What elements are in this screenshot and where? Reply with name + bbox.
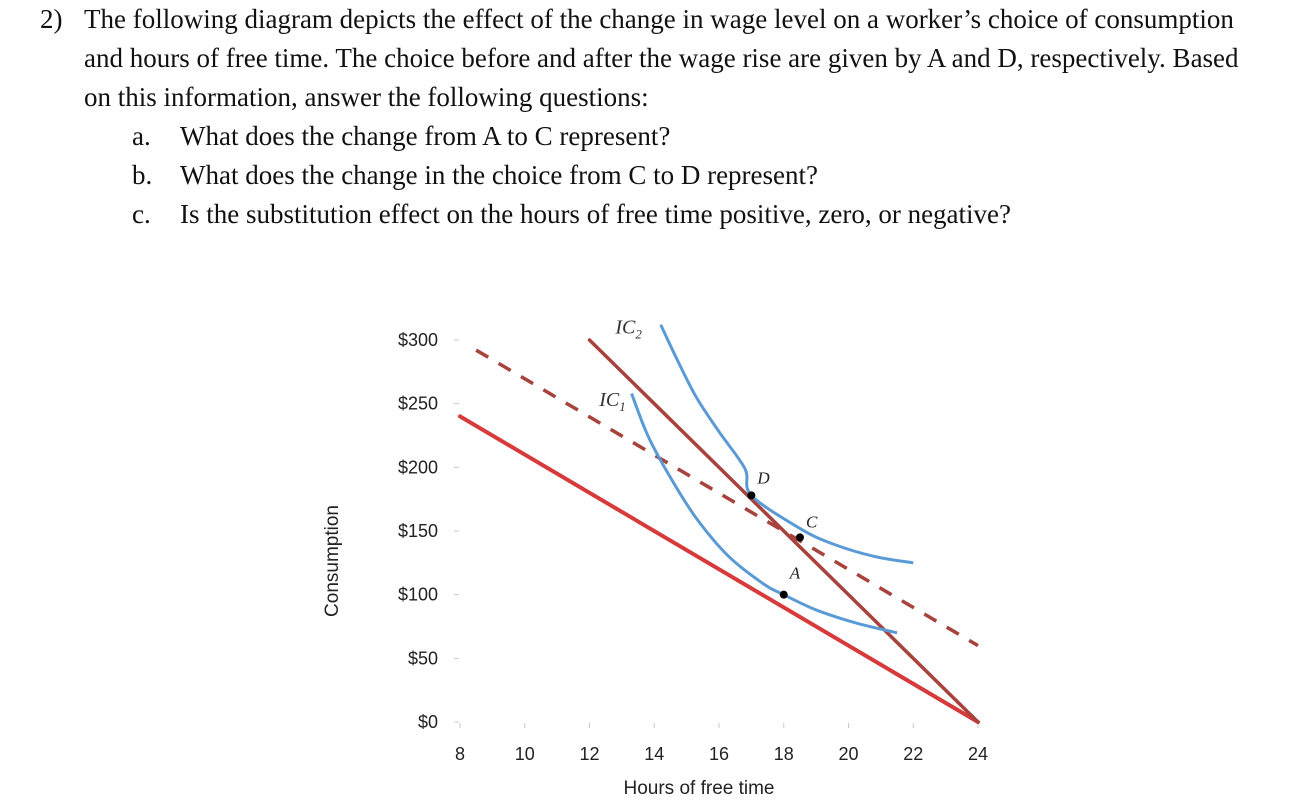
chart-points (747, 491, 804, 599)
question-part-c: c. Is the substitution effect on the hou… (132, 195, 1260, 234)
x-tick-label: 18 (774, 744, 794, 764)
x-axis-title: Hours of free time (624, 778, 775, 799)
question-intro-row: 2) The following diagram depicts the eff… (40, 0, 1260, 117)
y-tick-label: $0 (418, 712, 438, 732)
question-parts: a. What does the change from A to C repr… (132, 117, 1260, 234)
ic2-subscript: 2 (635, 327, 642, 342)
budget-new-line (587, 338, 980, 724)
point-d (747, 491, 756, 500)
y-tick-label: $250 (398, 394, 438, 414)
part-text: What does the change from A to C represe… (180, 121, 671, 151)
question-part-a: a. What does the change from A to C repr… (132, 117, 1260, 156)
part-text: Is the substitution effect on the hours … (180, 199, 1012, 229)
part-letter: a. (132, 121, 151, 151)
x-tick-label: 10 (515, 744, 535, 764)
part-letter: b. (132, 160, 153, 190)
chart-lines (458, 338, 980, 724)
point-label-a: A (789, 564, 801, 583)
x-tick-label: 14 (644, 744, 664, 764)
point-a (779, 590, 788, 599)
chart-curves (630, 324, 914, 635)
question-number: 2) (40, 4, 63, 34)
ic1-subscript: 1 (619, 399, 626, 414)
ic1-curve (630, 392, 898, 635)
x-tick-label: 8 (455, 744, 465, 764)
ic2-label: IC2 (614, 317, 642, 342)
point-label-c: C (806, 512, 818, 531)
y-tick-label: $150 (398, 521, 438, 541)
x-tick-label: 22 (903, 744, 923, 764)
budget-compensated-line (475, 348, 979, 648)
point-c (795, 533, 804, 542)
ic2-curve (659, 324, 914, 565)
x-tick-label: 16 (709, 744, 729, 764)
point-label-d: D (756, 468, 770, 487)
y-axis-title: Consumption (322, 505, 343, 617)
y-tick-label: $100 (398, 585, 438, 605)
x-tick-label: 12 (579, 744, 599, 764)
y-tick-label: $200 (398, 457, 438, 477)
ic1-label: IC1 (598, 389, 626, 414)
question-block: 2) The following diagram depicts the eff… (40, 0, 1260, 234)
question-part-b: b. What does the change in the choice fr… (132, 156, 1260, 195)
chart-labels: IC1 IC2 A C D (598, 317, 818, 583)
part-letter: c. (132, 199, 151, 229)
y-tick-label: $50 (408, 648, 438, 668)
budget-original-line (458, 414, 980, 724)
x-tick-label: 20 (838, 744, 858, 764)
y-tick-label: $300 (398, 330, 438, 350)
x-tick-label: 24 (968, 744, 988, 764)
part-text: What does the change in the choice from … (180, 160, 819, 190)
question-intro: The following diagram depicts the effect… (84, 4, 1239, 112)
